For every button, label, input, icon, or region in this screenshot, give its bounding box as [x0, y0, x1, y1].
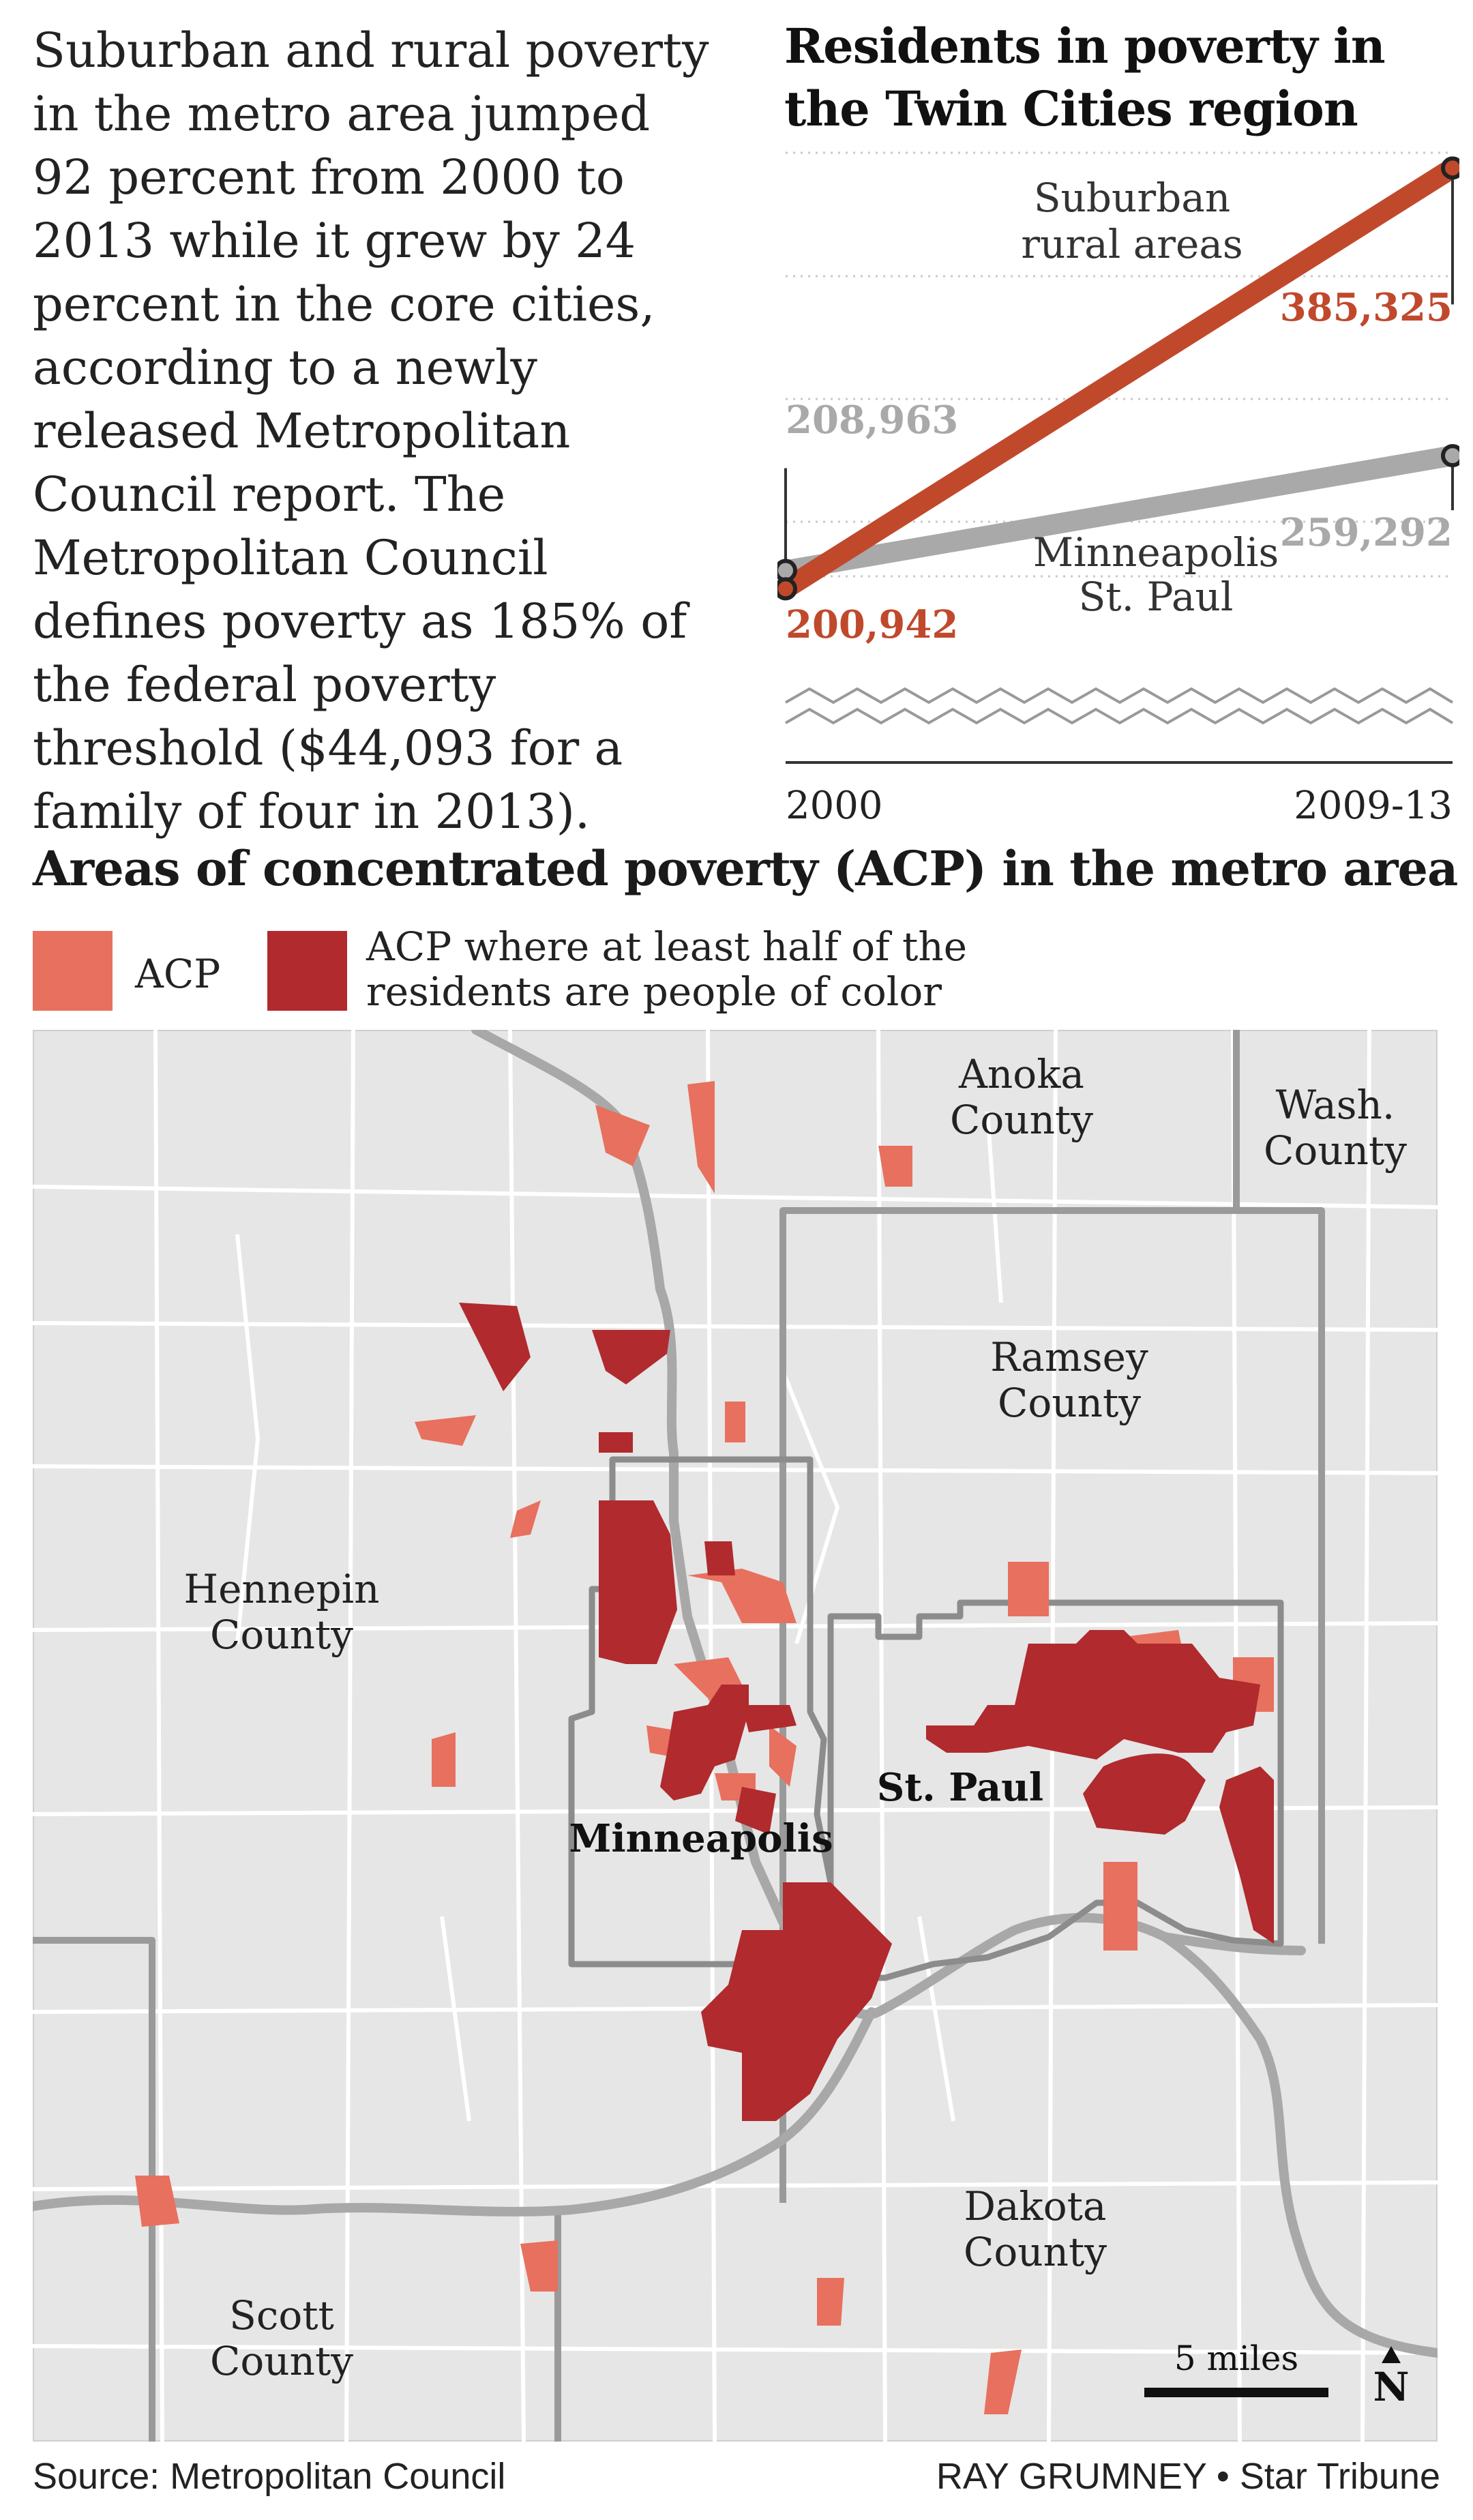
chart-title: Residents in poverty in the Twin Cities …: [784, 18, 1386, 137]
data-point: [777, 559, 797, 582]
value-label-suburban-2000: 200,942: [786, 602, 958, 647]
legend-label-acp-color: ACP where at least half of the residents…: [366, 923, 968, 1015]
series-line-0: [779, 159, 1459, 598]
label-minneapolis: Minneapolis: [569, 1816, 833, 1861]
series-line-1: [784, 445, 1455, 581]
label-ramsey-county: Ramsey County: [990, 1334, 1148, 1426]
river: [33, 1030, 1438, 2358]
axis-break: [785, 687, 1454, 725]
label-wash-county: Wash. County: [1264, 1082, 1407, 1174]
scale-bar: 5 miles: [1144, 2339, 1328, 2397]
series-name-core: Minneapolis St. Paul: [1033, 529, 1279, 620]
poverty-line-chart: 2000 2009-13 Suburban rural areas Minneap…: [777, 151, 1459, 825]
legend-swatch-acp: [33, 931, 113, 1011]
label-hennepin-county: Hennepin County: [184, 1566, 380, 1658]
value-label-core-2013: 259,292: [1280, 510, 1453, 555]
source-note: Source: Metropolitan Council: [33, 2456, 506, 2497]
legend-item-acp-color: ACP where at least half of the residents…: [267, 924, 1031, 1016]
legend-label-acp: ACP: [135, 951, 221, 997]
x-tick-2009-13: 2009-13: [1294, 784, 1453, 825]
poverty-map: Anoka County Wash. County Ramsey County Hen…: [33, 1030, 1438, 2442]
credit-line: RAY GRUMNEY • Star Tribune: [936, 2456, 1440, 2497]
gridlines: [786, 151, 1453, 578]
label-anoka-county: Anoka County: [950, 1051, 1093, 1143]
intro-paragraph: Suburban and rural poverty in the metro …: [33, 23, 709, 840]
acp-areas: [135, 1081, 1274, 2414]
north-arrow-icon: N: [1373, 2346, 1410, 2410]
legend-swatch-acp-color: [267, 931, 347, 1011]
label-scott-county: Scott County: [210, 2292, 353, 2384]
value-label-suburban-2013: 385,325: [1280, 285, 1453, 330]
data-point: [777, 577, 797, 601]
north-label: N: [1373, 2364, 1409, 2410]
acp-areas-majority-color: [459, 1303, 1274, 2121]
series-name-suburban: Suburban rural areas: [1021, 175, 1243, 267]
label-st-paul: St. Paul: [877, 1765, 1043, 1810]
map-title: Areas of concentrated poverty (ACP) in t…: [33, 840, 1458, 897]
data-point: [1441, 444, 1459, 468]
scale-bar-label: 5 miles: [1174, 2339, 1298, 2378]
x-tick-2000: 2000: [786, 784, 883, 825]
legend-item-acp: ACP: [33, 924, 306, 1016]
stpaul-boundary: [827, 1599, 1284, 1981]
value-label-core-2000: 208,963: [786, 398, 958, 443]
roads: [33, 1030, 1438, 2442]
data-point: [1441, 156, 1459, 180]
label-dakota-county: Dakota County: [964, 2183, 1107, 2275]
